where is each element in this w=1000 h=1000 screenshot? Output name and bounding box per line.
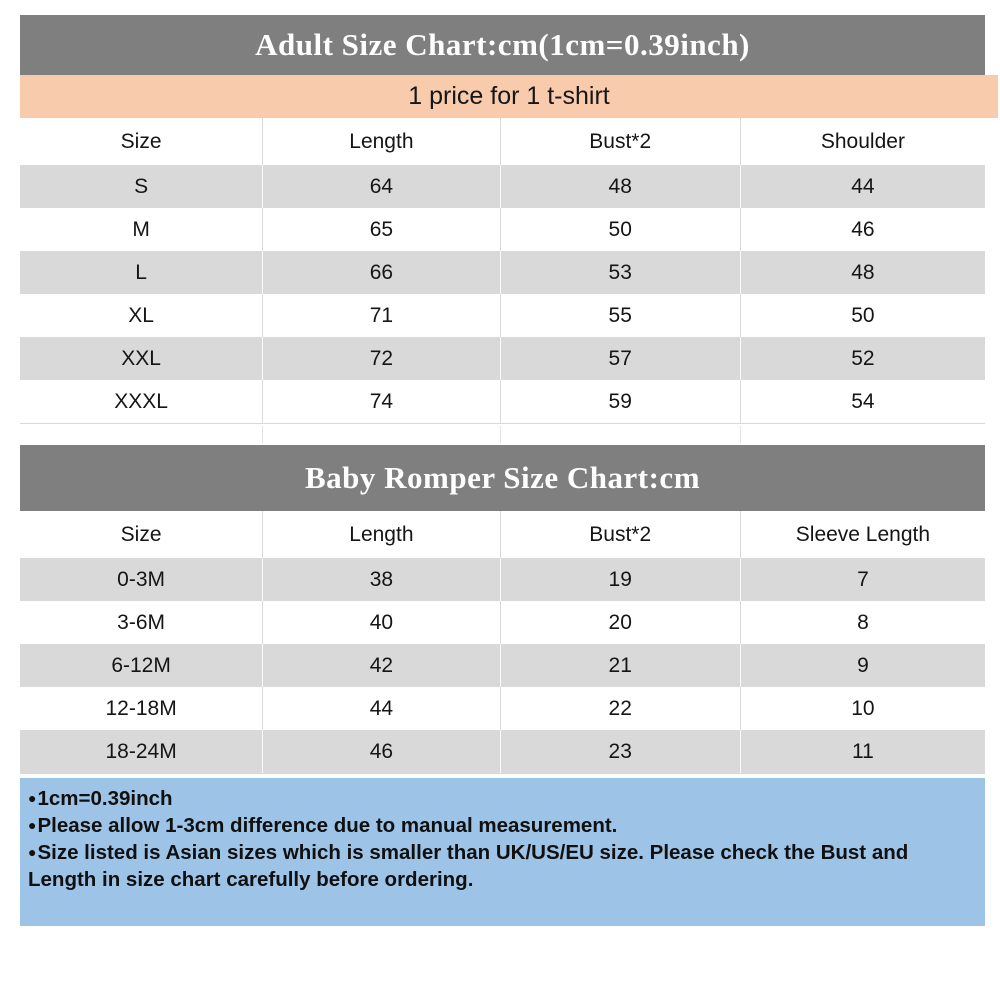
table-row: S 64 48 44 — [20, 165, 985, 208]
table-cell: 6-12M — [111, 653, 171, 677]
table-cell: 23 — [499, 730, 740, 773]
table-cell: S — [134, 174, 149, 198]
table-row: M 65 50 46 — [20, 208, 985, 251]
note-line: ●1cm=0.39inch — [28, 787, 173, 810]
gridline — [499, 426, 501, 443]
table-cell: 22 — [499, 687, 740, 730]
bullet-icon: ● — [28, 790, 37, 806]
table-cell: L — [135, 260, 147, 284]
table-gap — [20, 424, 985, 445]
table-row: XL 71 55 50 — [20, 294, 985, 337]
table-cell: M — [132, 217, 150, 241]
table-cell: 20 — [499, 601, 740, 644]
table-row: 12-18M 44 22 10 — [20, 687, 985, 730]
baby-size-table: Size Length Bust*2 Sleeve Length 0-3M 38 19 7 3-… — [20, 511, 985, 774]
table-row: L 66 53 48 — [20, 251, 985, 294]
baby-chart-title: Baby Romper Size Chart:cm — [304, 460, 701, 495]
header-cell: Size — [120, 129, 162, 153]
header-cell: Size — [120, 522, 162, 546]
table-cell: 44 — [739, 165, 985, 208]
note-line: ●Please allow 1-3cm difference due to ma… — [28, 814, 618, 837]
table-cell: 74 — [262, 380, 499, 423]
table-cell: 64 — [262, 165, 499, 208]
table-cell: 0-3M — [117, 567, 166, 591]
table-row: XXL 72 57 52 — [20, 337, 985, 380]
notes-panel: ●1cm=0.39inch ●Please allow 1-3cm differe… — [20, 778, 985, 926]
table-cell: 8 — [739, 601, 985, 644]
adult-chart-title: Adult Size Chart:cm(1cm=0.39inch) — [255, 27, 750, 62]
table-cell: 11 — [739, 730, 985, 773]
table-cell: 19 — [499, 558, 740, 601]
table-cell: 71 — [262, 294, 499, 337]
table-cell: 3-6M — [117, 610, 166, 634]
table-cell: XXL — [121, 346, 161, 370]
size-chart-page: Adult Size Chart:cm(1cm=0.39inch) 1 pric… — [20, 15, 998, 926]
price-banner: 1 price for 1 t-shirt — [20, 75, 998, 118]
table-cell: 52 — [739, 337, 985, 380]
table-cell: 48 — [499, 165, 740, 208]
header-cell: Bust*2 — [499, 511, 740, 558]
table-cell: 53 — [499, 251, 740, 294]
table-cell: 50 — [499, 208, 740, 251]
note-line: ●Size listed is Asian sizes which is sma… — [28, 841, 909, 891]
table-cell: 50 — [739, 294, 985, 337]
table-row: 18-24M 46 23 11 — [20, 730, 985, 774]
adult-size-table: Size Length Bust*2 Shoulder S 64 48 44 M 65 50 46 L 6… — [20, 118, 985, 424]
baby-chart-title-bar: Baby Romper Size Chart:cm — [20, 445, 985, 511]
table-cell: 57 — [499, 337, 740, 380]
table-cell: 18-24M — [105, 739, 177, 763]
table-cell: 46 — [262, 730, 499, 773]
header-cell: Length — [262, 511, 499, 558]
header-row: Size Length Bust*2 Shoulder — [20, 118, 985, 165]
table-cell: 21 — [499, 644, 740, 687]
gridline — [262, 426, 264, 443]
table-cell: 54 — [739, 380, 985, 423]
table-cell: 48 — [739, 251, 985, 294]
table-cell: 12-18M — [105, 696, 177, 720]
header-cell: Length — [262, 118, 499, 165]
table-cell: 9 — [739, 644, 985, 687]
bullet-icon: ● — [28, 817, 37, 833]
table-cell: 44 — [262, 687, 499, 730]
table-cell: 59 — [499, 380, 740, 423]
table-cell: 72 — [262, 337, 499, 380]
header-row: Size Length Bust*2 Sleeve Length — [20, 511, 985, 558]
header-cell: Shoulder — [739, 118, 985, 165]
header-cell: Bust*2 — [499, 118, 740, 165]
table-row: XXXL 74 59 54 — [20, 380, 985, 424]
table-cell: 38 — [262, 558, 499, 601]
price-banner-text: 1 price for 1 t-shirt — [408, 82, 610, 110]
header-cell: Sleeve Length — [739, 511, 985, 558]
table-cell: 55 — [499, 294, 740, 337]
table-row: 6-12M 42 21 9 — [20, 644, 985, 687]
table-cell: 46 — [739, 208, 985, 251]
table-cell: 10 — [739, 687, 985, 730]
adult-chart-title-bar: Adult Size Chart:cm(1cm=0.39inch) — [20, 15, 985, 75]
table-row: 3-6M 40 20 8 — [20, 601, 985, 644]
table-cell: 7 — [739, 558, 985, 601]
table-cell: 66 — [262, 251, 499, 294]
table-cell: XXXL — [114, 389, 168, 413]
table-cell: 40 — [262, 601, 499, 644]
table-cell: XL — [128, 303, 154, 327]
bullet-icon: ● — [28, 844, 37, 860]
table-row: 0-3M 38 19 7 — [20, 558, 985, 601]
gridline — [739, 426, 741, 443]
table-cell: 65 — [262, 208, 499, 251]
table-cell: 42 — [262, 644, 499, 687]
